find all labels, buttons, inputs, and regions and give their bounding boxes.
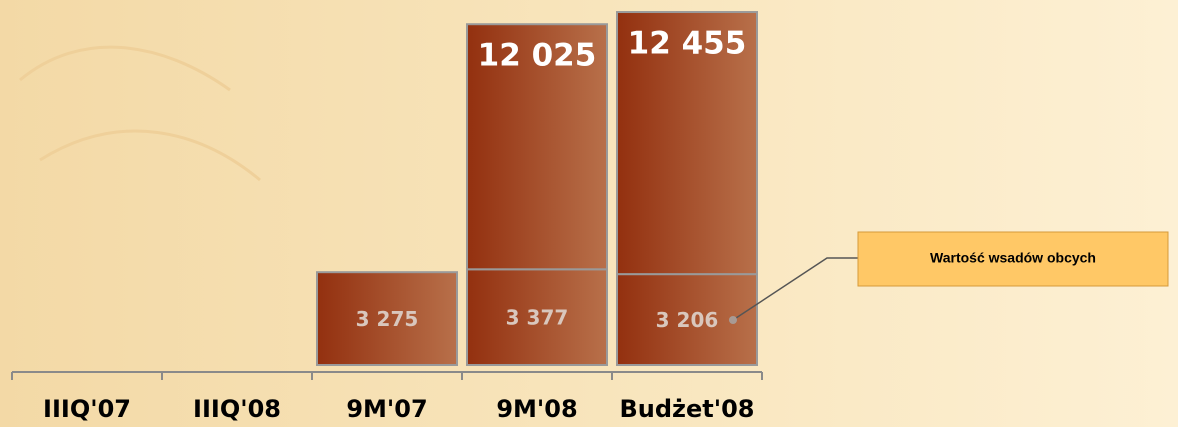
data-label: 3 377 (506, 306, 569, 330)
total-label: 12 455 (628, 26, 747, 62)
bar-segment (316, 271, 458, 366)
bar-segment (616, 11, 758, 276)
x-tick-label: IIIQ'07 (43, 395, 131, 423)
x-tick-label: IIIQ'08 (193, 395, 281, 423)
bar-segment (466, 23, 608, 271)
legend-box (857, 231, 1169, 287)
x-tick-label: 9M'08 (496, 395, 577, 423)
callout-dot (729, 316, 737, 324)
plot: 3 275 3 377 12 025 3 206 12 455 (316, 11, 758, 367)
data-label: 3 206 (656, 308, 719, 332)
data-label: 3 275 (356, 307, 419, 331)
bar-segment (466, 268, 608, 366)
x-tick-label: 9M'07 (346, 395, 427, 423)
x-tick-label: Budżet'08 (619, 395, 754, 423)
total-label: 12 025 (478, 38, 597, 74)
legend-label: Wartość wsadów obcych (930, 250, 1096, 266)
callout-line (732, 257, 858, 321)
background-ornament (19, 45, 261, 182)
